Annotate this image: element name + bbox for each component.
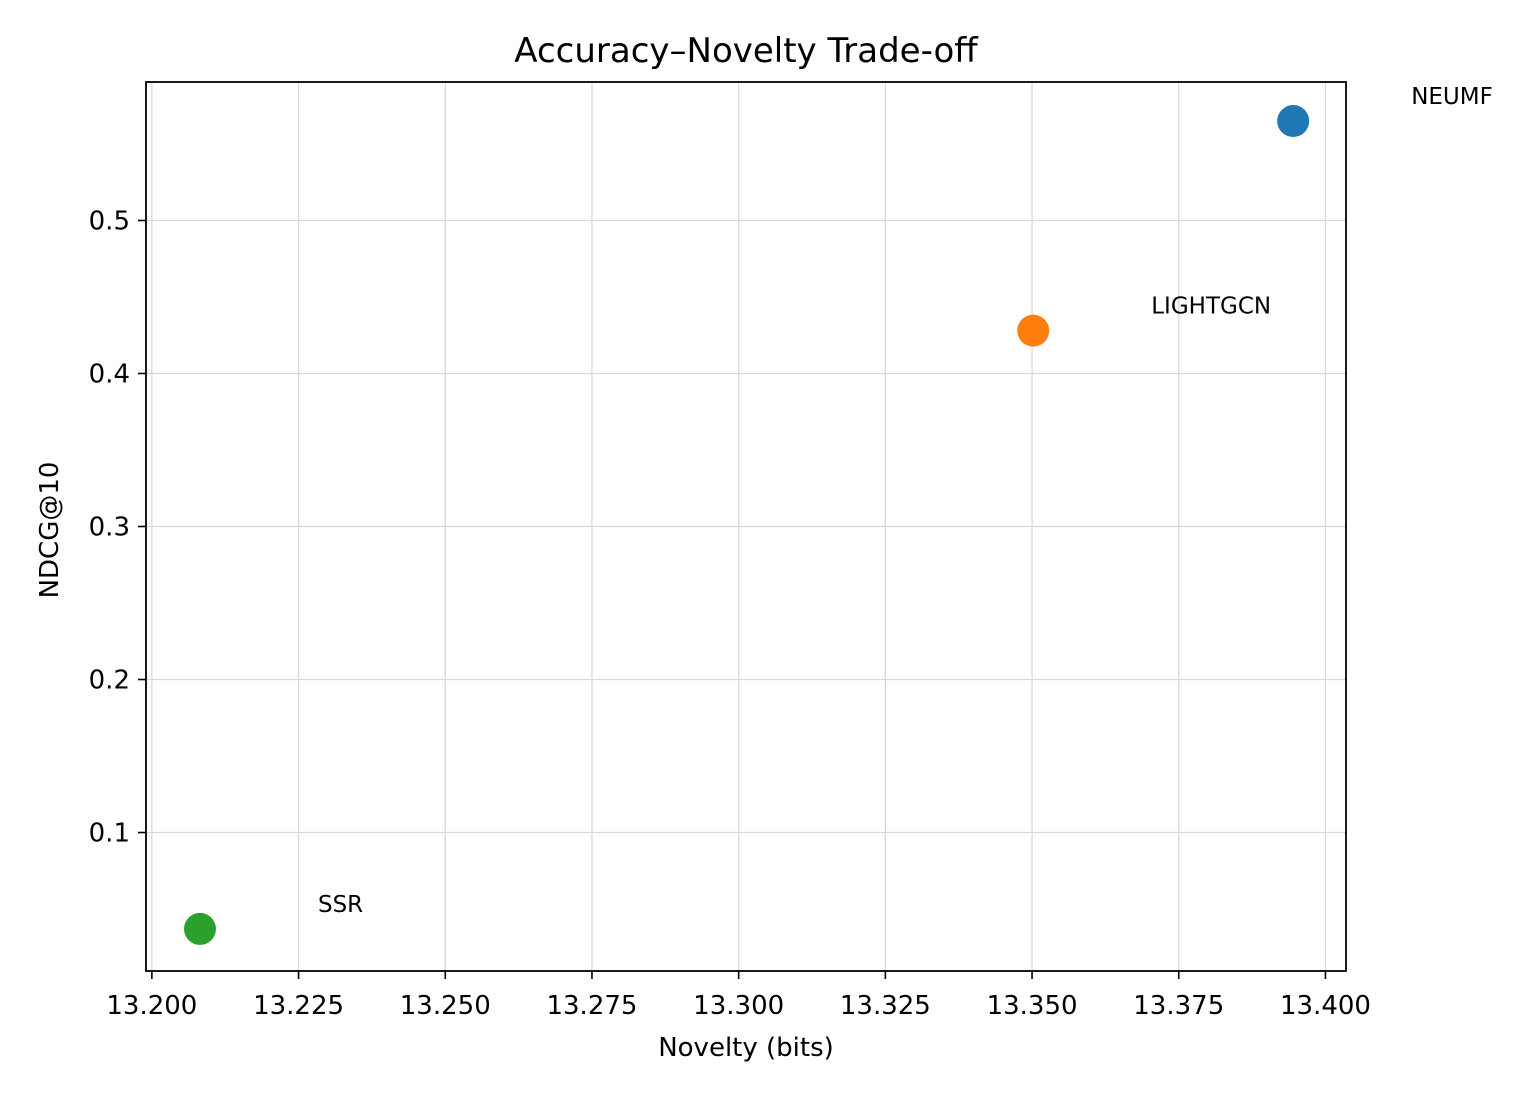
x-tick-label: 13.225: [253, 991, 344, 1021]
y-axis-label: NDCG@10: [35, 462, 65, 599]
data-point-label: SSR: [318, 892, 363, 918]
x-tick-label: 13.275: [546, 991, 637, 1021]
y-tick-label: 0.2: [89, 666, 130, 696]
data-points: NEUMF LIGHTGCN SSR: [183, 84, 1493, 945]
x-axis-label: Novelty (bits): [658, 1033, 834, 1063]
data-point: [183, 912, 216, 945]
x-tick-label: 13.350: [987, 991, 1078, 1021]
data-point: [1017, 314, 1050, 347]
x-tick-label: 13.325: [840, 991, 931, 1021]
x-tick-label: 13.200: [106, 991, 197, 1021]
data-point-label: LIGHTGCN: [1151, 294, 1271, 320]
y-tick-label: 0.5: [89, 206, 130, 236]
y-tick-label: 0.3: [89, 513, 130, 543]
x-tick-label: 13.250: [400, 991, 491, 1021]
data-point: [1277, 105, 1310, 138]
y-tick-label: 0.1: [89, 819, 130, 849]
chart-title: Accuracy–Novelty Trade-off: [514, 31, 979, 71]
data-point-label: NEUMF: [1411, 84, 1493, 110]
axis-ticks: 13.200 13.225 13.250 13.275 13.300 13.325 13.3…: [89, 206, 1371, 1021]
grid: [146, 82, 1346, 971]
x-tick-label: 13.300: [693, 991, 784, 1021]
x-tick-label: 13.375: [1133, 991, 1224, 1021]
y-tick-label: 0.4: [89, 359, 130, 389]
x-tick-label: 13.400: [1280, 991, 1371, 1021]
